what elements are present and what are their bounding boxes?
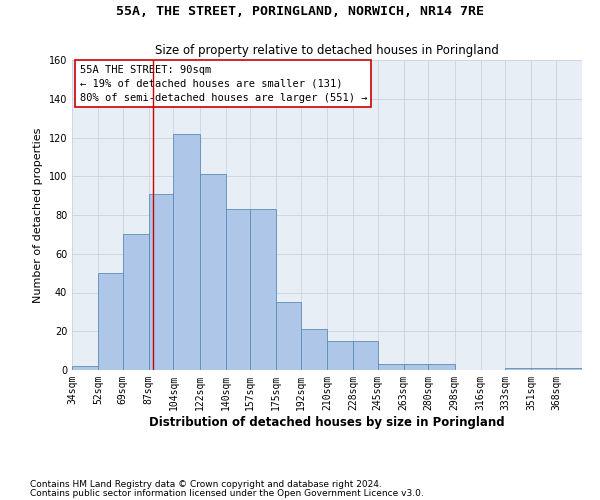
Bar bbox=[378, 364, 404, 370]
Bar bbox=[250, 209, 276, 370]
Bar bbox=[98, 273, 123, 370]
Bar bbox=[276, 302, 301, 370]
Bar bbox=[72, 366, 98, 370]
Bar bbox=[173, 134, 200, 370]
Bar bbox=[428, 364, 455, 370]
Bar bbox=[226, 209, 250, 370]
Bar bbox=[556, 368, 582, 370]
Text: 55A, THE STREET, PORINGLAND, NORWICH, NR14 7RE: 55A, THE STREET, PORINGLAND, NORWICH, NR… bbox=[116, 5, 484, 18]
Bar bbox=[531, 368, 556, 370]
Title: Size of property relative to detached houses in Poringland: Size of property relative to detached ho… bbox=[155, 44, 499, 58]
Bar bbox=[353, 341, 378, 370]
Text: Contains public sector information licensed under the Open Government Licence v3: Contains public sector information licen… bbox=[30, 489, 424, 498]
Y-axis label: Number of detached properties: Number of detached properties bbox=[33, 128, 43, 302]
Text: 55A THE STREET: 90sqm
← 19% of detached houses are smaller (131)
80% of semi-det: 55A THE STREET: 90sqm ← 19% of detached … bbox=[80, 64, 367, 102]
Text: Contains HM Land Registry data © Crown copyright and database right 2024.: Contains HM Land Registry data © Crown c… bbox=[30, 480, 382, 489]
Bar bbox=[123, 234, 149, 370]
Bar bbox=[327, 341, 353, 370]
Bar bbox=[200, 174, 226, 370]
Bar bbox=[404, 364, 428, 370]
X-axis label: Distribution of detached houses by size in Poringland: Distribution of detached houses by size … bbox=[149, 416, 505, 428]
Bar bbox=[505, 368, 531, 370]
Bar bbox=[301, 330, 327, 370]
Bar bbox=[149, 194, 173, 370]
